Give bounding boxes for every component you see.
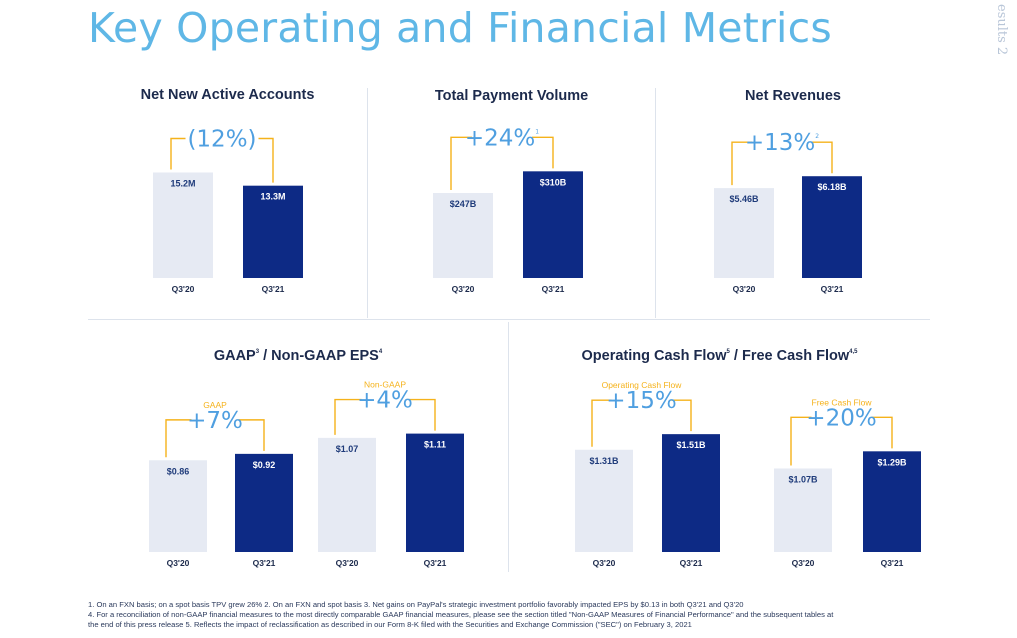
chart-cash-flow: Operating Cash Flow5 / Free Cash Flow4,5…	[509, 336, 930, 570]
bar-current-year	[523, 171, 583, 278]
growth-label: +20%	[806, 405, 876, 431]
bar-value-label: $1.07B	[788, 474, 818, 484]
bar-prior-year	[714, 188, 774, 278]
page-title: Key Operating and Financial Metrics	[88, 4, 832, 52]
bar-value-label: $1.29B	[877, 457, 907, 467]
chart-title: Net Revenues	[745, 88, 841, 104]
bar-value-label: $310B	[540, 177, 567, 187]
group-sub-label: Non-GAAP	[364, 380, 406, 390]
bar-value-label: $1.31B	[589, 456, 619, 466]
divider-vertical-3	[508, 322, 509, 572]
growth-label: +4%	[357, 388, 413, 414]
footnote-line: the end of this press release 5. Reflect…	[88, 620, 692, 629]
chart-svg: Net New Active Accounts 15.2M Q3'20 13.3M Q3…	[141, 87, 315, 294]
bar-value-label: $0.92	[253, 460, 276, 470]
footnotes: 1. On an FXN basis; on a spot basis TPV …	[88, 600, 998, 630]
growth-bracket	[334, 398, 436, 435]
chart-svg: GAAP3 / Non-GAAP EPS4 $0.86 Q3'20 $0.92 Q3'2…	[149, 348, 464, 568]
bar-prior-year	[433, 193, 493, 278]
divider-vertical-2	[655, 88, 656, 318]
group-sub-label: Free Cash Flow	[812, 397, 873, 407]
x-tick-label: Q3'20	[593, 558, 616, 568]
divider-vertical-1	[367, 88, 368, 318]
divider-horizontal	[88, 319, 930, 320]
growth-bracket	[591, 399, 692, 447]
x-tick-label: Q3'20	[336, 558, 359, 568]
growth-bracket	[790, 416, 893, 466]
growth-label: +13%2	[745, 130, 819, 156]
bar-value-label: $5.46B	[729, 194, 759, 204]
footnote-line: 1. On an FXN basis; on a spot basis TPV …	[88, 600, 744, 609]
chart-svg: Net Revenues $5.46B Q3'20 $6.18B Q3'21 +13%2	[714, 88, 862, 294]
chart-svg: Total Payment Volume $247B Q3'20 $310B Q3'21…	[433, 88, 588, 294]
chart-eps: GAAP3 / Non-GAAP EPS4 $0.86 Q3'20 $0.92 Q3'2…	[88, 336, 508, 570]
growth-bracket	[170, 137, 274, 183]
bar-prior-year	[575, 449, 633, 552]
bar-value-label: 13.3M	[260, 192, 285, 202]
bar-current-year	[662, 434, 720, 552]
growth-label: +24%1	[465, 125, 539, 151]
bar-value-label: $1.11	[424, 440, 446, 450]
bar-value-label: $1.51B	[676, 440, 706, 450]
x-tick-label: Q3'21	[424, 558, 447, 568]
x-tick-label: Q3'20	[167, 558, 190, 568]
x-tick-label: Q3'20	[172, 284, 195, 294]
chart-net-revenues: Net Revenues $5.46B Q3'20 $6.18B Q3'21 +13%2	[656, 80, 930, 300]
x-tick-label: Q3'20	[733, 284, 756, 294]
bar-current-year	[406, 433, 464, 552]
chart-title: Total Payment Volume	[435, 88, 588, 104]
bar-prior-year	[318, 437, 376, 552]
growth-bracket	[731, 141, 833, 186]
x-tick-label: Q3'21	[680, 558, 703, 568]
growth-label: +7%	[187, 408, 243, 434]
chart-title: Net New Active Accounts	[141, 87, 315, 103]
bar-prior-year	[774, 468, 832, 552]
bar-value-label: $6.18B	[817, 182, 847, 192]
page-number-label: esults 2	[994, 4, 1009, 56]
chart-title: Operating Cash Flow5 / Free Cash Flow4,5	[582, 348, 859, 364]
x-tick-label: Q3'21	[881, 558, 904, 568]
x-tick-label: Q3'21	[262, 284, 285, 294]
bar-current-year	[243, 185, 303, 278]
footnote-line: 4. For a reconciliation of non-GAAP fina…	[88, 610, 834, 619]
x-tick-label: Q3'21	[253, 558, 276, 568]
growth-bracket	[165, 419, 265, 458]
chart-net-new-active-accounts: Net New Active Accounts 15.2M Q3'20 13.3M Q3…	[88, 80, 367, 300]
group-sub-label: GAAP	[203, 400, 227, 410]
growth-label: (12%)	[187, 126, 256, 152]
bar-current-year	[863, 451, 921, 552]
bar-value-label: 15.2M	[170, 178, 195, 188]
group-sub-label: Operating Cash Flow	[602, 380, 683, 390]
bar-value-label: $247B	[450, 199, 477, 209]
x-tick-label: Q3'20	[792, 558, 815, 568]
chart-svg: Operating Cash Flow5 / Free Cash Flow4,5…	[575, 348, 921, 568]
bar-value-label: $1.07	[336, 444, 359, 454]
bar-prior-year	[153, 172, 213, 278]
chart-total-payment-volume: Total Payment Volume $247B Q3'20 $310B Q3'21…	[368, 80, 655, 300]
bar-prior-year	[149, 460, 207, 552]
growth-bracket	[450, 136, 554, 191]
chart-title: GAAP3 / Non-GAAP EPS4	[214, 348, 383, 364]
x-tick-label: Q3'21	[542, 284, 565, 294]
bar-current-year	[235, 453, 293, 552]
growth-label: +15%	[606, 388, 676, 414]
bar-current-year	[802, 176, 862, 278]
x-tick-label: Q3'21	[821, 284, 844, 294]
x-tick-label: Q3'20	[452, 284, 475, 294]
bar-value-label: $0.86	[167, 466, 190, 476]
